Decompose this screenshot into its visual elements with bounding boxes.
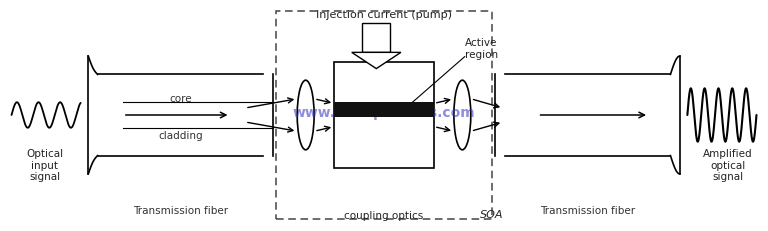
Bar <box>334 62 434 169</box>
Text: SOA: SOA <box>480 209 504 219</box>
Text: Transmission fiber: Transmission fiber <box>133 205 228 215</box>
Text: Optical
input
signal: Optical input signal <box>26 149 63 182</box>
Text: Injection current (pump): Injection current (pump) <box>316 10 452 20</box>
Ellipse shape <box>297 81 314 150</box>
Text: cladding: cladding <box>158 130 203 140</box>
Text: Amplified
optical
signal: Amplified optical signal <box>703 149 753 182</box>
Bar <box>276 12 492 219</box>
Text: coupling optics: coupling optics <box>344 210 424 220</box>
Text: core: core <box>169 93 192 103</box>
Text: www.boxoptronics.com: www.boxoptronics.com <box>293 105 475 119</box>
Bar <box>334 103 434 118</box>
Bar <box>362 24 390 53</box>
Text: Active
region: Active region <box>465 38 498 59</box>
Text: Transmission fiber: Transmission fiber <box>540 205 635 215</box>
Polygon shape <box>352 53 401 69</box>
Ellipse shape <box>454 81 471 150</box>
